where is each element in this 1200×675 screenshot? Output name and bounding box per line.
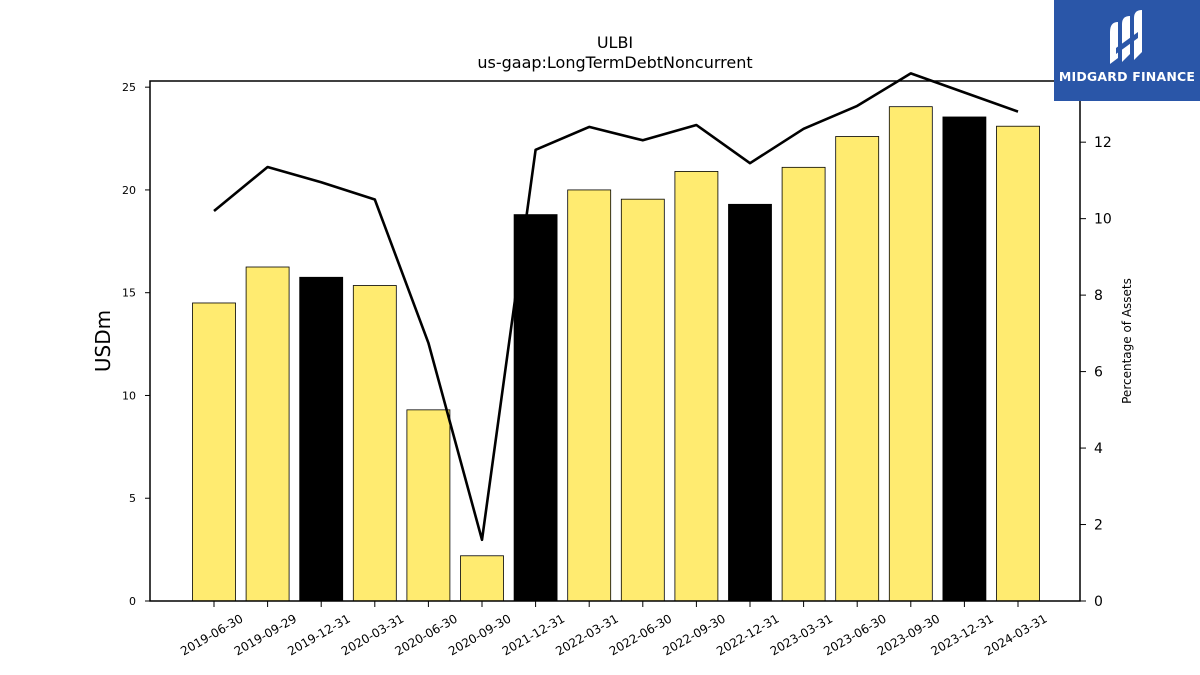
bar-2021-12-31 — [513, 214, 558, 602]
bar-2022-09-30 — [674, 171, 719, 602]
bar-2023-06-30 — [835, 136, 880, 602]
bar-2022-12-31 — [728, 203, 772, 602]
bar-series — [192, 106, 1040, 602]
y2-tick-label: 8 — [1094, 288, 1103, 304]
y-tick-label: 10 — [122, 389, 136, 402]
bar-2019-09-29 — [245, 266, 290, 602]
midgard-logo-icon — [1110, 10, 1142, 64]
y-axis-left: 0 5 10 15 20 25 — [122, 81, 150, 608]
bar-2024-03-31 — [996, 125, 1040, 602]
plot-frame — [149, 80, 1081, 602]
line-series — [213, 72, 1019, 542]
brand-logo: MIDGARD FINANCE — [1054, 0, 1200, 101]
y2-tick-label: 6 — [1094, 365, 1103, 381]
chart-title: ULBI — [597, 33, 633, 52]
y2-tick-label: 4 — [1094, 441, 1103, 457]
chart-subtitle: us-gaap:LongTermDebtNoncurrent — [477, 53, 752, 72]
bar-2019-12-31 — [299, 276, 344, 602]
y-tick-label: 5 — [129, 492, 136, 505]
percentage-of-assets-line — [213, 72, 1019, 542]
bar-2019-06-30 — [192, 302, 236, 602]
y2-tick-label: 10 — [1094, 212, 1112, 228]
bar-2023-12-31 — [942, 116, 987, 602]
bar-2022-06-30 — [620, 198, 665, 602]
y2-tick-label: 0 — [1094, 594, 1103, 610]
bar-2020-06-30 — [406, 409, 451, 602]
brand-name: MIDGARD FINANCE — [1058, 69, 1196, 84]
y-axis-right: 0 2 4 6 8 10 12 — [1080, 135, 1112, 610]
bar-2023-03-31 — [781, 166, 826, 602]
y-tick-label: 20 — [122, 184, 136, 197]
y2-tick-label: 12 — [1094, 135, 1112, 151]
bar-2022-03-31 — [567, 189, 612, 602]
bar-2020-03-31 — [352, 285, 397, 602]
y-tick-label: 25 — [122, 81, 136, 94]
y2-axis-label: Percentage of Assets — [1120, 278, 1134, 404]
y-tick-label: 0 — [129, 595, 136, 608]
x-axis: 2019-06-302019-09-292019-12-312020-03-31… — [178, 601, 1050, 658]
bar-2023-09-30 — [888, 106, 933, 602]
bar-2020-09-30 — [460, 555, 504, 602]
y-axis-label: USDm — [91, 310, 115, 372]
y-tick-label: 15 — [122, 287, 136, 300]
y2-tick-label: 2 — [1094, 518, 1103, 534]
